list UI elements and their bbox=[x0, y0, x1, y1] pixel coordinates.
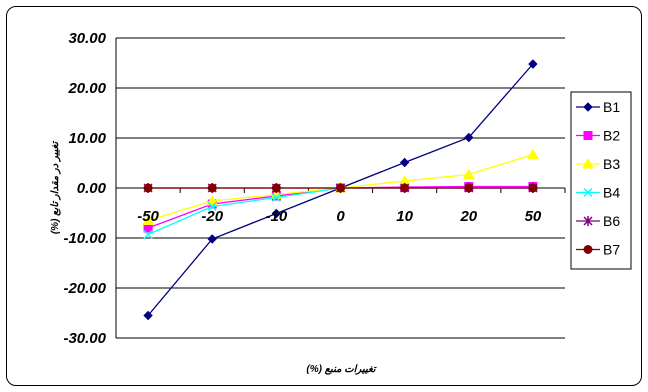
label-layer: 30.00 20.00 10.00 0.00 -10.00 -20.00 -30.00 -50… bbox=[63, 30, 541, 347]
data-point bbox=[207, 201, 217, 212]
legend-item-b2: B2 bbox=[576, 128, 620, 144]
legend-label: B7 bbox=[603, 242, 620, 258]
data-point bbox=[142, 214, 154, 225]
y-tick-label: -10.00 bbox=[63, 230, 106, 247]
grid-layer bbox=[115, 37, 566, 339]
x-tick-label: 0 bbox=[336, 208, 345, 225]
y-tick-label: 30.00 bbox=[68, 30, 106, 47]
y-tick-label: -20.00 bbox=[63, 280, 106, 297]
data-point bbox=[271, 183, 281, 193]
legend-label: B1 bbox=[603, 99, 620, 115]
x-axis-title: تغییرات منبع (%) bbox=[306, 364, 376, 375]
legend-item-b3: B3 bbox=[576, 156, 620, 172]
series-b7 bbox=[143, 183, 538, 193]
data-point bbox=[464, 183, 474, 193]
legend-swatch-marker bbox=[583, 187, 593, 198]
legend-box bbox=[570, 91, 632, 270]
legend-item-b6: B6 bbox=[576, 213, 620, 229]
data-point bbox=[527, 148, 539, 159]
legend-swatch-marker bbox=[583, 216, 593, 226]
data-point bbox=[528, 59, 538, 69]
y-tick-label: 10.00 bbox=[68, 130, 106, 147]
x-tick-label: -10 bbox=[266, 208, 288, 225]
chart-frame bbox=[6, 6, 642, 386]
data-point bbox=[143, 229, 153, 240]
legend-item-b1: B1 bbox=[576, 99, 620, 115]
data-point bbox=[143, 310, 153, 321]
data-point bbox=[271, 192, 281, 203]
legend-label: B4 bbox=[603, 185, 620, 201]
data-point bbox=[528, 183, 538, 193]
data-point bbox=[399, 157, 410, 168]
legend: B1 B2 B3 B4 B6 B7 bbox=[570, 91, 632, 270]
data-point bbox=[206, 194, 219, 206]
legend-label: B3 bbox=[603, 156, 620, 172]
data-point bbox=[207, 183, 217, 193]
series-layer bbox=[142, 59, 539, 321]
x-tick-label: 50 bbox=[525, 208, 542, 225]
data-point bbox=[271, 208, 282, 219]
legend-label: B2 bbox=[603, 128, 620, 144]
data-point bbox=[462, 168, 475, 179]
legend-swatch-marker bbox=[583, 245, 593, 254]
x-tick-label: 10 bbox=[396, 208, 413, 225]
x-tick-label: 20 bbox=[459, 208, 477, 225]
legend-swatch-marker bbox=[582, 157, 594, 169]
x-tick-label: -20 bbox=[201, 208, 223, 225]
legend-item-b7: B7 bbox=[576, 242, 620, 258]
legend-item-b4: B4 bbox=[576, 185, 620, 201]
data-point bbox=[336, 183, 345, 193]
data-point bbox=[400, 183, 410, 193]
data-point bbox=[143, 183, 153, 193]
x-tick-label: -50 bbox=[137, 208, 159, 225]
legend-swatch-marker bbox=[583, 131, 593, 140]
y-axis-title: تغییر در مقدار تابع (%) bbox=[50, 141, 61, 235]
legend-label: B6 bbox=[603, 213, 620, 229]
data-point bbox=[207, 234, 217, 244]
y-tick-label: 20.00 bbox=[67, 80, 106, 97]
y-tick-label: 0.00 bbox=[77, 180, 107, 197]
y-tick-label: -30.00 bbox=[63, 330, 106, 347]
data-point bbox=[464, 132, 474, 143]
legend-swatch-marker bbox=[583, 102, 593, 112]
